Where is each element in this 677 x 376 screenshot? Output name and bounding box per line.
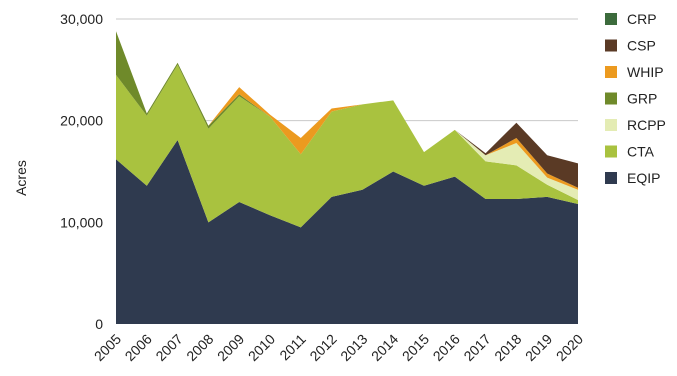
x-tick-label: 2017 (460, 331, 493, 364)
legend-label-eqip: EQIP (627, 170, 660, 186)
y-tick-label: 0 (95, 316, 103, 332)
x-tick-label: 2014 (368, 331, 401, 364)
y-tick-label: 10,000 (60, 214, 103, 230)
x-tick-label: 2016 (430, 331, 463, 364)
y-tick-label: 30,000 (60, 11, 103, 27)
legend-swatch-grp (605, 92, 617, 105)
legend-swatch-csp (605, 39, 617, 52)
legend-swatch-crp (605, 13, 617, 25)
legend-swatch-whip (605, 66, 617, 78)
x-tick-label: 2012 (306, 331, 339, 364)
legend-swatch-rcpp (605, 119, 617, 131)
x-tick-label: 2007 (152, 331, 185, 364)
x-tick-label: 2018 (491, 331, 524, 364)
x-tick-label: 2019 (522, 331, 555, 364)
legend-label-csp: CSP (627, 38, 656, 54)
area-series (116, 31, 578, 324)
legend-swatch-eqip (605, 172, 617, 184)
y-axis-label: Acres (13, 160, 29, 196)
legend-swatch-cta (605, 145, 617, 158)
legend-label-cta: CTA (627, 144, 655, 160)
legend-label-whip: WHIP (627, 64, 664, 80)
legend-label-grp: GRP (627, 91, 657, 107)
x-tick-label: 2011 (276, 331, 309, 364)
x-tick-label: 2006 (122, 331, 155, 364)
x-tick-label: 2005 (91, 331, 124, 364)
x-tick-label: 2015 (399, 331, 432, 364)
y-tick-label: 20,000 (60, 113, 103, 129)
x-tick-label: 2013 (337, 331, 370, 364)
legend-label-crp: CRP (627, 11, 657, 27)
legend-label-rcpp: RCPP (627, 117, 666, 133)
area-eqip (116, 139, 578, 324)
area-cta (116, 64, 578, 228)
x-tick-label: 2008 (183, 331, 216, 364)
x-tick-label: 2020 (553, 331, 586, 364)
x-tick-label: 2009 (214, 331, 247, 364)
x-tick-label: 2010 (245, 331, 278, 364)
legend: CRP CSP WHIP GRP RCPP CTA EQIP (605, 11, 666, 186)
